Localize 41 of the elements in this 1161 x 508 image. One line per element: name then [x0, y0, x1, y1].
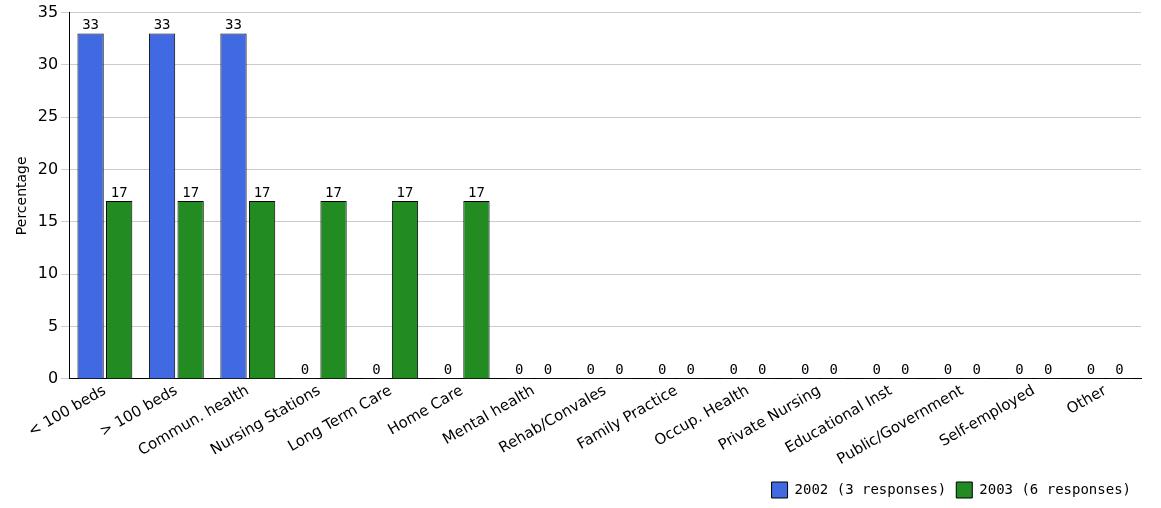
y-tick-label: 35 — [37, 1, 59, 21]
y-tick-label: 25 — [37, 106, 59, 126]
data-label: 33 — [225, 16, 242, 33]
data-label: 17 — [468, 183, 485, 200]
data-label: 0 — [900, 360, 910, 377]
data-label: 0 — [729, 360, 738, 377]
data-label: 33 — [82, 16, 100, 33]
data-label: 17 — [110, 183, 128, 200]
data-label: 33 — [153, 16, 171, 33]
data-label: 0 — [443, 360, 453, 377]
y-tick-label: 20 — [37, 158, 59, 178]
data-label: 0 — [872, 360, 881, 377]
legend-label: 2003 (6 responses) — [979, 480, 1131, 497]
y-tick-label: 0 — [47, 368, 59, 388]
data-label: 17 — [396, 183, 414, 200]
data-label: 0 — [372, 360, 381, 377]
data-label: 0 — [586, 360, 596, 377]
data-label: 0 — [972, 360, 981, 377]
data-label: 0 — [1043, 360, 1053, 377]
data-label: 0 — [1086, 360, 1096, 377]
y-tick-label: 15 — [37, 211, 59, 231]
legend-label: 2002 (3 responses) — [794, 480, 947, 497]
data-label: 0 — [829, 360, 838, 377]
data-label: 0 — [300, 360, 310, 377]
y-axis-title: Percentage — [13, 156, 30, 236]
data-label: 0 — [543, 360, 553, 377]
data-label: 0 — [800, 360, 810, 377]
data-label: 0 — [1115, 360, 1124, 377]
data-label: 0 — [658, 360, 667, 377]
data-label: 0 — [615, 360, 624, 377]
data-label: 0 — [515, 360, 524, 377]
data-label: 17 — [182, 183, 200, 200]
y-tick-label: 10 — [37, 263, 59, 283]
data-label: 0 — [758, 360, 767, 377]
data-label: 0 — [943, 360, 953, 377]
y-tick-label: 30 — [37, 54, 59, 74]
y-tick-label: 5 — [47, 315, 59, 335]
data-label: 0 — [1015, 360, 1024, 377]
data-label: 17 — [325, 183, 342, 200]
data-label: 17 — [253, 183, 271, 200]
data-label: 0 — [686, 360, 696, 377]
